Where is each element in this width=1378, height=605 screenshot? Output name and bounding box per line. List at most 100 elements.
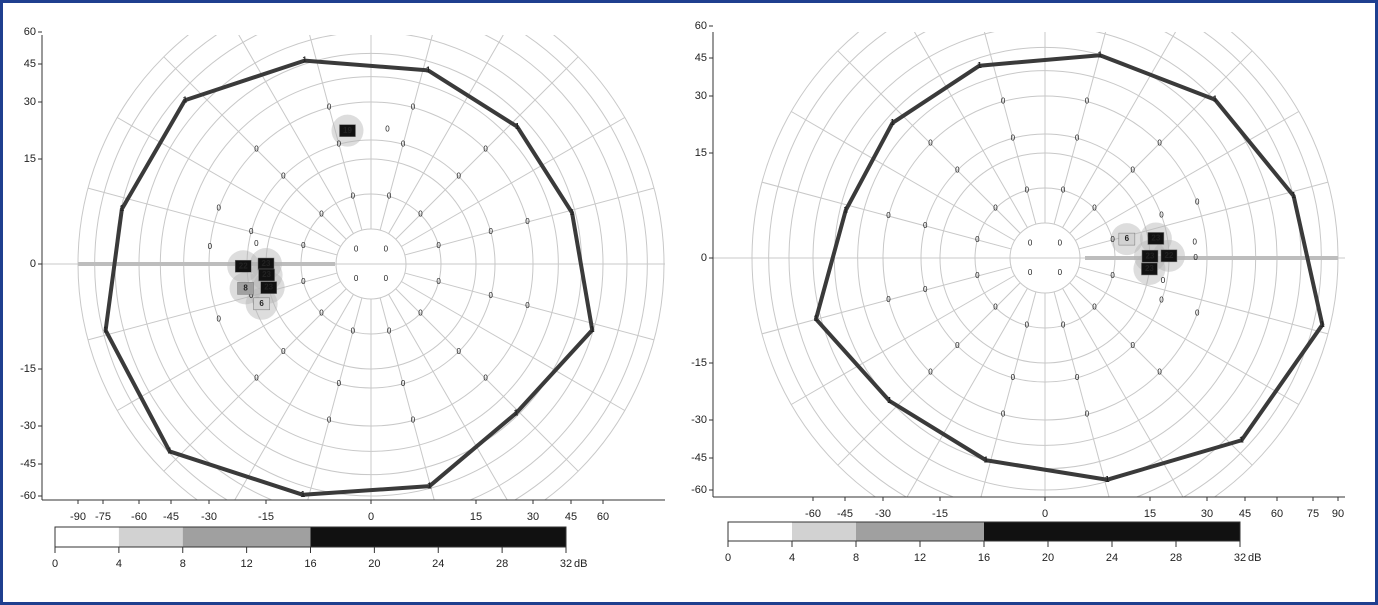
test-point-value: 23 — [1151, 234, 1160, 243]
test-point-value: 0 — [886, 295, 891, 304]
x-tick-label: 30 — [527, 511, 539, 523]
spoke — [1062, 32, 1177, 228]
test-point-value: 0 — [1001, 97, 1006, 106]
scale-band — [182, 527, 311, 547]
test-point-value: 0 — [319, 309, 324, 318]
test-point-value: 0 — [1075, 373, 1080, 382]
y-tick-label: 0 — [701, 252, 707, 264]
test-point-value: 8 — [243, 283, 248, 292]
x-tick-label: -15 — [932, 508, 948, 520]
y-tick-label: 30 — [24, 96, 36, 108]
spoke — [906, 288, 1028, 497]
spoke — [238, 35, 354, 234]
spoke — [837, 282, 1021, 466]
spoke — [379, 297, 435, 500]
y-tick-label: -30 — [20, 420, 36, 432]
isopter-label: 1 — [977, 61, 982, 70]
spoke — [791, 111, 1015, 241]
y-tick-label: -60 — [691, 484, 707, 496]
test-point-value: 22 — [1165, 251, 1174, 260]
test-point-value: 0 — [354, 244, 359, 253]
scale-tick-label: 32 — [1234, 552, 1246, 564]
spoke — [791, 275, 1015, 405]
test-point-cell — [260, 281, 277, 294]
scale-band — [984, 522, 1240, 541]
scale-tick-label: 24 — [432, 558, 444, 570]
test-point-value: 0 — [319, 210, 324, 219]
plot-area — [42, 35, 665, 500]
test-point-value: 0 — [351, 191, 356, 200]
test-point-value: 0 — [993, 303, 998, 312]
spoke — [379, 35, 433, 231]
test-point-cell — [1141, 249, 1159, 263]
test-point-value: 23 — [1146, 251, 1155, 260]
x-tick-label: -15 — [258, 511, 274, 523]
test-point-value: 0 — [254, 374, 259, 383]
scale-tick-label: 16 — [304, 558, 316, 570]
isopter-label: 1 — [814, 314, 819, 323]
test-point-value: 6 — [1125, 234, 1130, 243]
test-point-value: 23 — [264, 283, 273, 292]
isopter-label: 1 — [1213, 95, 1218, 104]
scale-tick-label: 4 — [116, 558, 122, 570]
test-point-value: 0 — [436, 241, 441, 250]
scale-band — [792, 522, 856, 541]
y-tick-label: 0 — [30, 258, 36, 270]
spoke — [1069, 50, 1253, 234]
test-point-value: 0 — [1085, 410, 1090, 419]
y-tick-label: -45 — [691, 452, 707, 464]
test-point-value: 0 — [1061, 321, 1066, 330]
spoke — [913, 32, 1028, 228]
test-point-value: 0 — [354, 274, 359, 283]
test-point-value: 23 — [1145, 264, 1154, 273]
test-point-value: 0 — [327, 416, 332, 425]
x-tick-label: 45 — [565, 511, 577, 523]
test-point-value: 0 — [254, 239, 259, 248]
test-point-value: 0 — [385, 125, 390, 134]
test-point-value: 0 — [418, 210, 423, 219]
isopter-label: 1 — [1320, 320, 1325, 329]
spoke — [117, 117, 341, 247]
test-point-value: 0 — [351, 327, 356, 336]
test-point-value: 0 — [217, 204, 222, 213]
test-point-cell — [258, 268, 275, 282]
x-tick-label: -45 — [163, 511, 179, 523]
test-point-cell — [237, 282, 254, 295]
test-point-value: 0 — [301, 277, 306, 286]
x-tick-label: -30 — [875, 508, 891, 520]
test-point-value: 0 — [387, 327, 392, 336]
x-tick-label: -75 — [95, 511, 111, 523]
test-point-value: 0 — [411, 416, 416, 425]
isopter-label: 1 — [167, 447, 172, 456]
x-tick-label: -60 — [805, 508, 821, 520]
test-point-value: 0 — [217, 315, 222, 324]
spoke — [983, 32, 1037, 225]
x-tick-label: 60 — [597, 511, 609, 523]
test-point-value: 6 — [259, 299, 264, 308]
scale-band — [118, 527, 183, 547]
test-point-value: 0 — [1159, 211, 1164, 220]
scale-tick-label: 12 — [914, 552, 926, 564]
spoke — [388, 35, 504, 234]
test-point-value: 22 — [239, 261, 248, 270]
test-point-value: 0 — [249, 227, 254, 236]
test-point-cell — [1141, 262, 1158, 276]
test-point-value: 0 — [1193, 237, 1198, 246]
scale-band — [55, 527, 119, 547]
test-point-value: 0 — [975, 235, 980, 244]
test-point-value: 0 — [401, 379, 406, 388]
x-tick-label: 15 — [470, 511, 482, 523]
spoke — [404, 187, 655, 256]
isopter-label: 1 — [1105, 475, 1110, 484]
test-point-value: 0 — [1058, 268, 1063, 277]
spoke — [307, 297, 363, 500]
y-tick-label: -30 — [691, 414, 707, 426]
isopter-label: 1 — [843, 205, 848, 214]
y-tick-label: 60 — [695, 20, 707, 32]
test-point-value: 0 — [975, 271, 980, 280]
test-point-cell — [1160, 249, 1178, 263]
test-point-value: 0 — [1061, 185, 1066, 194]
test-point-value: 0 — [489, 227, 494, 236]
isopter-label: 1 — [1239, 435, 1244, 444]
spoke — [1053, 32, 1107, 225]
